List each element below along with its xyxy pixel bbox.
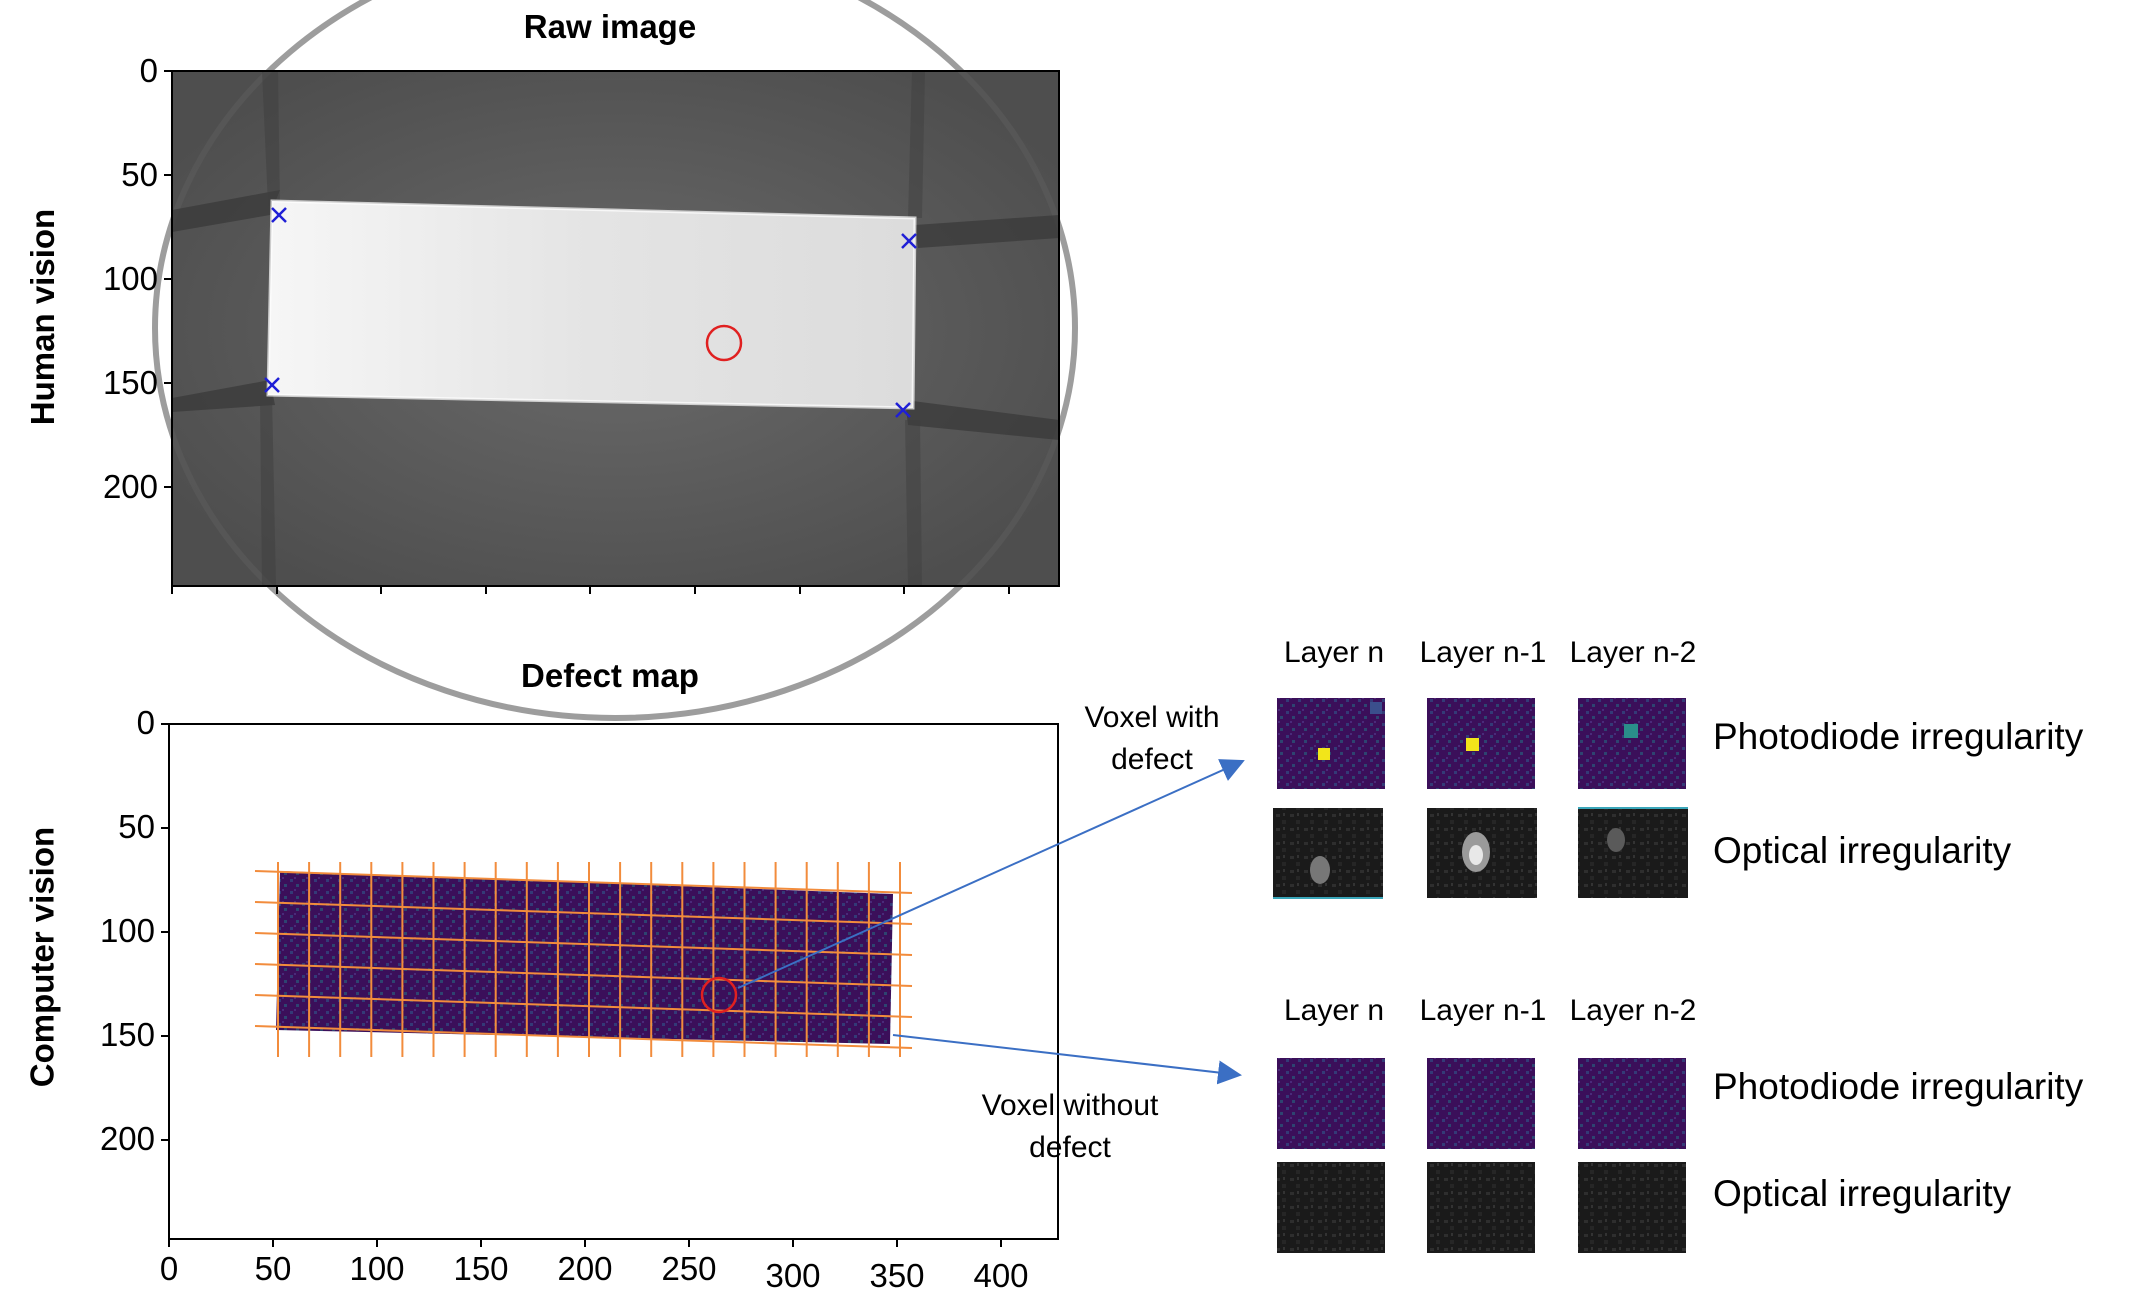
raw-image-axis-ticks — [164, 70, 1010, 594]
y-tick: 150 — [102, 364, 158, 401]
grid-line-horizontal — [254, 901, 913, 925]
thumb-optical-clean-layer-n — [1277, 1162, 1385, 1253]
layer-label: Layer n-2 — [1569, 636, 1697, 669]
x-tick: 300 — [765, 1257, 821, 1294]
y-tick: 200 — [99, 1120, 155, 1157]
red-circle-icon — [705, 324, 743, 362]
thumb-optical-layer-n1 — [1427, 808, 1537, 898]
x-tick: 150 — [453, 1250, 509, 1287]
layer-label: Layer n-1 — [1419, 994, 1547, 1027]
optical-irregularity-label: Optical irregularity — [1713, 830, 2012, 871]
thumb-optical-layer-n2 — [1578, 807, 1688, 898]
x-tick: 50 — [254, 1250, 292, 1287]
voxel-grid — [254, 862, 913, 1057]
x-tick: 0 — [159, 1250, 179, 1287]
x-tick: 350 — [869, 1257, 925, 1294]
human-vision-label: Human vision — [24, 208, 61, 426]
arrow-icon — [737, 759, 1245, 989]
thumb-optical-clean-layer-n1 — [1427, 1162, 1535, 1253]
y-tick: 50 — [118, 808, 155, 845]
x-marker-icon — [264, 377, 280, 393]
photodiode-irregularity-label: Photodiode irregularity — [1713, 716, 2084, 757]
x-tick: 200 — [557, 1250, 613, 1287]
grid-line-horizontal — [254, 870, 913, 894]
thumb-photodiode-layer-n — [1277, 698, 1385, 789]
voxel-with-defect-line1: Voxel with — [1084, 701, 1220, 734]
x-tick: 250 — [661, 1250, 717, 1287]
grid-line-horizontal — [254, 932, 913, 956]
defect-map-title: Defect map — [521, 657, 699, 694]
raw-image — [152, 0, 1078, 721]
voxel-without-defect-label: Voxel without defect — [950, 1085, 1190, 1169]
thumb-photodiode-clean-layer-n1 — [1427, 1058, 1535, 1149]
y-tick: 200 — [102, 468, 158, 505]
y-tick: 0 — [139, 52, 158, 89]
voxel-with-defect-label: Voxel with defect — [1032, 697, 1272, 781]
x-marker-icon — [895, 402, 911, 418]
red-circle-icon — [700, 976, 738, 1014]
y-tick: 100 — [99, 912, 155, 949]
x-tick: 100 — [349, 1250, 405, 1287]
arrow-icon — [892, 1034, 1242, 1085]
defect-map-axis-ticks — [161, 723, 1002, 1247]
grid-line-horizontal — [254, 994, 913, 1018]
layer-label: Layer n-1 — [1419, 636, 1547, 669]
thumb-photodiode-clean-layer-n — [1277, 1058, 1385, 1149]
x-marker-icon — [271, 207, 287, 223]
layer-label: Layer n-2 — [1569, 994, 1697, 1027]
y-tick: 50 — [121, 156, 158, 193]
voxel-without-defect-line1: Voxel without — [981, 1089, 1159, 1122]
voxel-without-defect-line2: defect — [1029, 1131, 1111, 1164]
grid-line-horizontal — [254, 1025, 913, 1049]
y-tick: 150 — [99, 1016, 155, 1053]
raw-image-title: Raw image — [523, 8, 697, 45]
y-tick: 0 — [136, 704, 155, 741]
thumb-optical-clean-layer-n2 — [1578, 1162, 1686, 1253]
grid-line-horizontal — [254, 963, 913, 987]
thumb-photodiode-layer-n2 — [1578, 698, 1686, 789]
thumb-optical-layer-n — [1273, 808, 1383, 899]
y-tick: 100 — [102, 260, 158, 297]
thumb-photodiode-layer-n1 — [1427, 698, 1535, 789]
x-tick: 400 — [973, 1257, 1029, 1294]
photodiode-irregularity-label: Photodiode irregularity — [1713, 1066, 2084, 1107]
computer-vision-label: Computer vision — [23, 826, 61, 1088]
thumb-photodiode-clean-layer-n2 — [1578, 1058, 1686, 1149]
raw-image-frame — [171, 70, 1060, 587]
layer-label: Layer n — [1283, 636, 1385, 669]
voxel-with-defect-line2: defect — [1111, 743, 1193, 776]
defect-map-heatmap — [276, 871, 893, 1044]
optical-irregularity-label: Optical irregularity — [1713, 1173, 2012, 1214]
layer-label: Layer n — [1283, 994, 1385, 1027]
x-marker-icon — [901, 233, 917, 249]
